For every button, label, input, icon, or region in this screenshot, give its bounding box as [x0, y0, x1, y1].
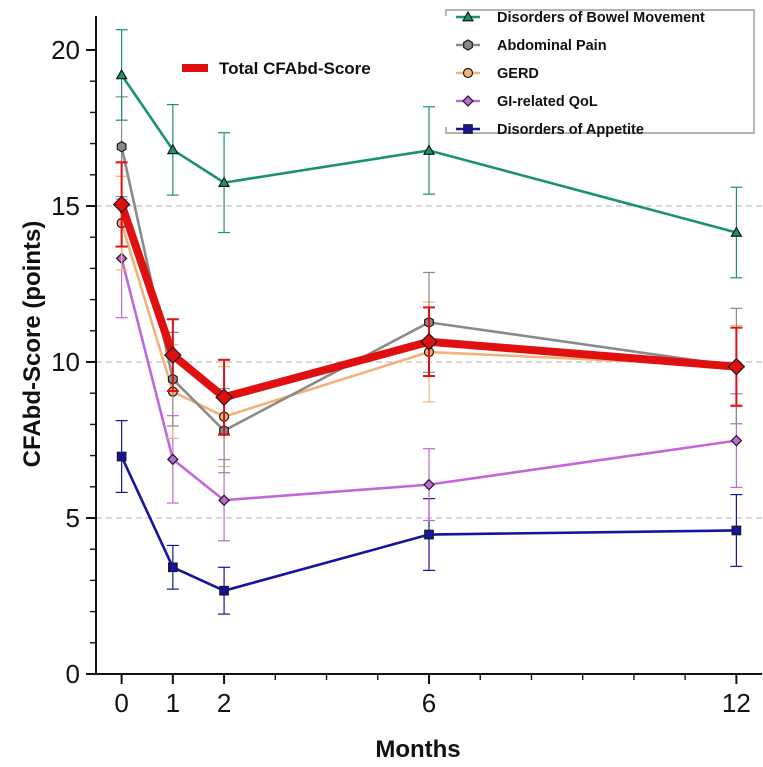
data-point [166, 453, 179, 466]
legend-swatch-marker [463, 39, 473, 51]
legend-item: GERD [456, 66, 539, 82]
data-point [163, 346, 182, 364]
legend-item: GI-related QoL [456, 94, 598, 110]
data-point [215, 388, 233, 407]
legend-item: Disorders of Appetite [456, 122, 644, 138]
x-tick-label: 1 [166, 688, 180, 718]
x-tick-label: 6 [422, 688, 436, 718]
series-gi-related-qol [115, 198, 743, 542]
data-point [730, 226, 743, 237]
y-tick-label: 5 [66, 503, 80, 533]
data-point [424, 529, 434, 540]
legend-label: Disorders of Appetite [497, 122, 644, 138]
legend-swatch-marker [462, 95, 474, 107]
y-tick-label: 10 [51, 347, 80, 377]
legend-frame [445, 9, 755, 134]
data-point [218, 494, 230, 507]
legend-item: Disorders of Bowel Movement [456, 10, 705, 26]
legend-label: Total CFAbd-Score [219, 59, 371, 78]
legend-item-total: Total CFAbd-Score [182, 59, 371, 78]
legend-label: GERD [497, 66, 539, 82]
data-point [115, 68, 128, 80]
y-axis-title: CFAbd-Score (points) [19, 221, 46, 468]
series-disorders-of-appetite [115, 420, 743, 615]
data-point [420, 332, 438, 351]
y-tick-label: 0 [66, 659, 80, 689]
x-tick-label: 0 [114, 688, 128, 718]
y-tick-label: 20 [51, 35, 80, 65]
data-point [116, 451, 127, 462]
series-layer [112, 29, 746, 615]
data-point [219, 585, 229, 596]
data-point [167, 562, 178, 573]
data-point [116, 141, 127, 153]
data-point [727, 357, 746, 376]
y-tick-label: 15 [51, 191, 80, 221]
legend: Disorders of Bowel Movement Abdominal Pai… [182, 9, 755, 138]
legend-label: Abdominal Pain [497, 38, 607, 54]
data-point [422, 144, 436, 155]
data-point [112, 195, 131, 214]
data-point [218, 176, 231, 187]
series-disorders-of-bowel-movement [115, 29, 743, 279]
data-point [731, 525, 742, 536]
data-point [166, 143, 179, 155]
data-point [730, 434, 743, 447]
x-axis-title: Months [375, 736, 460, 762]
x-tick-label: 2 [217, 688, 231, 718]
legend-label: Disorders of Bowel Movement [497, 10, 705, 26]
legend-swatch-marker [462, 67, 474, 79]
legend-swatch-marker [463, 124, 473, 134]
legend-item: Abdominal Pain [456, 38, 607, 54]
legend-label: GI-related QoL [497, 94, 598, 110]
x-tick-label: 12 [722, 688, 751, 718]
series-total-cfabd-score [112, 161, 746, 436]
legend-swatch-marker [461, 10, 475, 22]
data-point [423, 478, 435, 491]
